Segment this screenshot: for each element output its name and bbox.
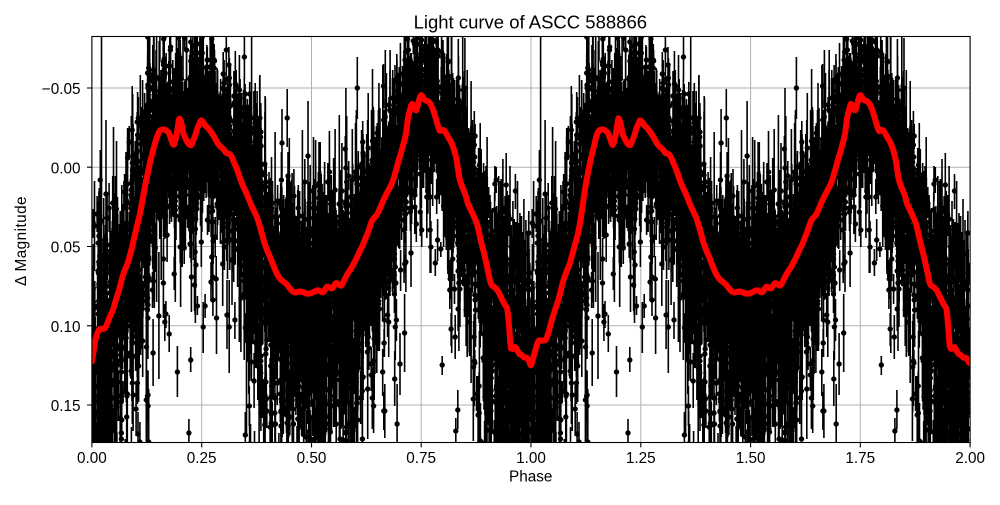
svg-text:0.10: 0.10 (51, 319, 81, 336)
svg-text:0.25: 0.25 (187, 450, 217, 467)
svg-text:0.50: 0.50 (297, 450, 327, 467)
svg-text:0.15: 0.15 (51, 398, 81, 415)
svg-text:0.05: 0.05 (51, 240, 81, 257)
svg-text:0.00: 0.00 (51, 160, 81, 177)
svg-text:Light curve of ASCC 588866: Light curve of ASCC 588866 (414, 12, 647, 33)
svg-text:1.25: 1.25 (626, 450, 656, 467)
svg-text:Δ Magnitude: Δ Magnitude (13, 196, 30, 286)
svg-text:0.00: 0.00 (77, 450, 107, 467)
svg-text:1.00: 1.00 (516, 450, 546, 467)
svg-text:0.75: 0.75 (406, 450, 436, 467)
svg-text:Phase: Phase (509, 469, 552, 486)
svg-text:−0.05: −0.05 (42, 81, 81, 98)
svg-text:2.00: 2.00 (955, 450, 985, 467)
svg-text:1.50: 1.50 (736, 450, 766, 467)
svg-text:1.75: 1.75 (845, 450, 875, 467)
